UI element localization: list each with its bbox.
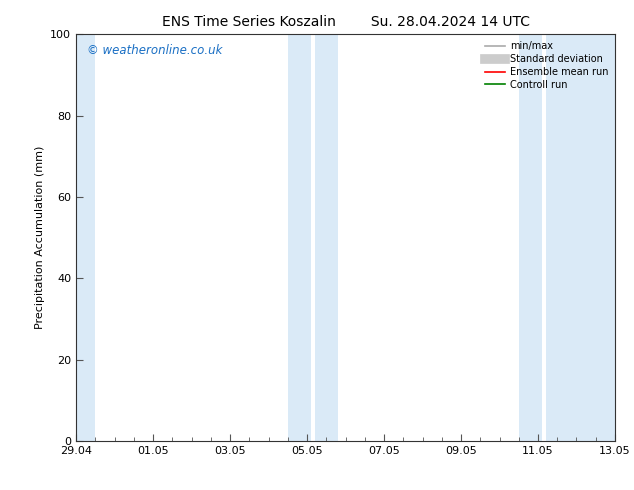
- Bar: [288, 34, 311, 441]
- Bar: [519, 34, 542, 441]
- Bar: [546, 34, 615, 441]
- Bar: [314, 34, 338, 441]
- Legend: min/max, Standard deviation, Ensemble mean run, Controll run: min/max, Standard deviation, Ensemble me…: [481, 37, 612, 94]
- Y-axis label: Precipitation Accumulation (mm): Precipitation Accumulation (mm): [35, 146, 44, 329]
- Text: © weatheronline.co.uk: © weatheronline.co.uk: [87, 45, 223, 57]
- Title: ENS Time Series Koszalin        Su. 28.04.2024 14 UTC: ENS Time Series Koszalin Su. 28.04.2024 …: [162, 15, 529, 29]
- Bar: [76, 34, 95, 441]
